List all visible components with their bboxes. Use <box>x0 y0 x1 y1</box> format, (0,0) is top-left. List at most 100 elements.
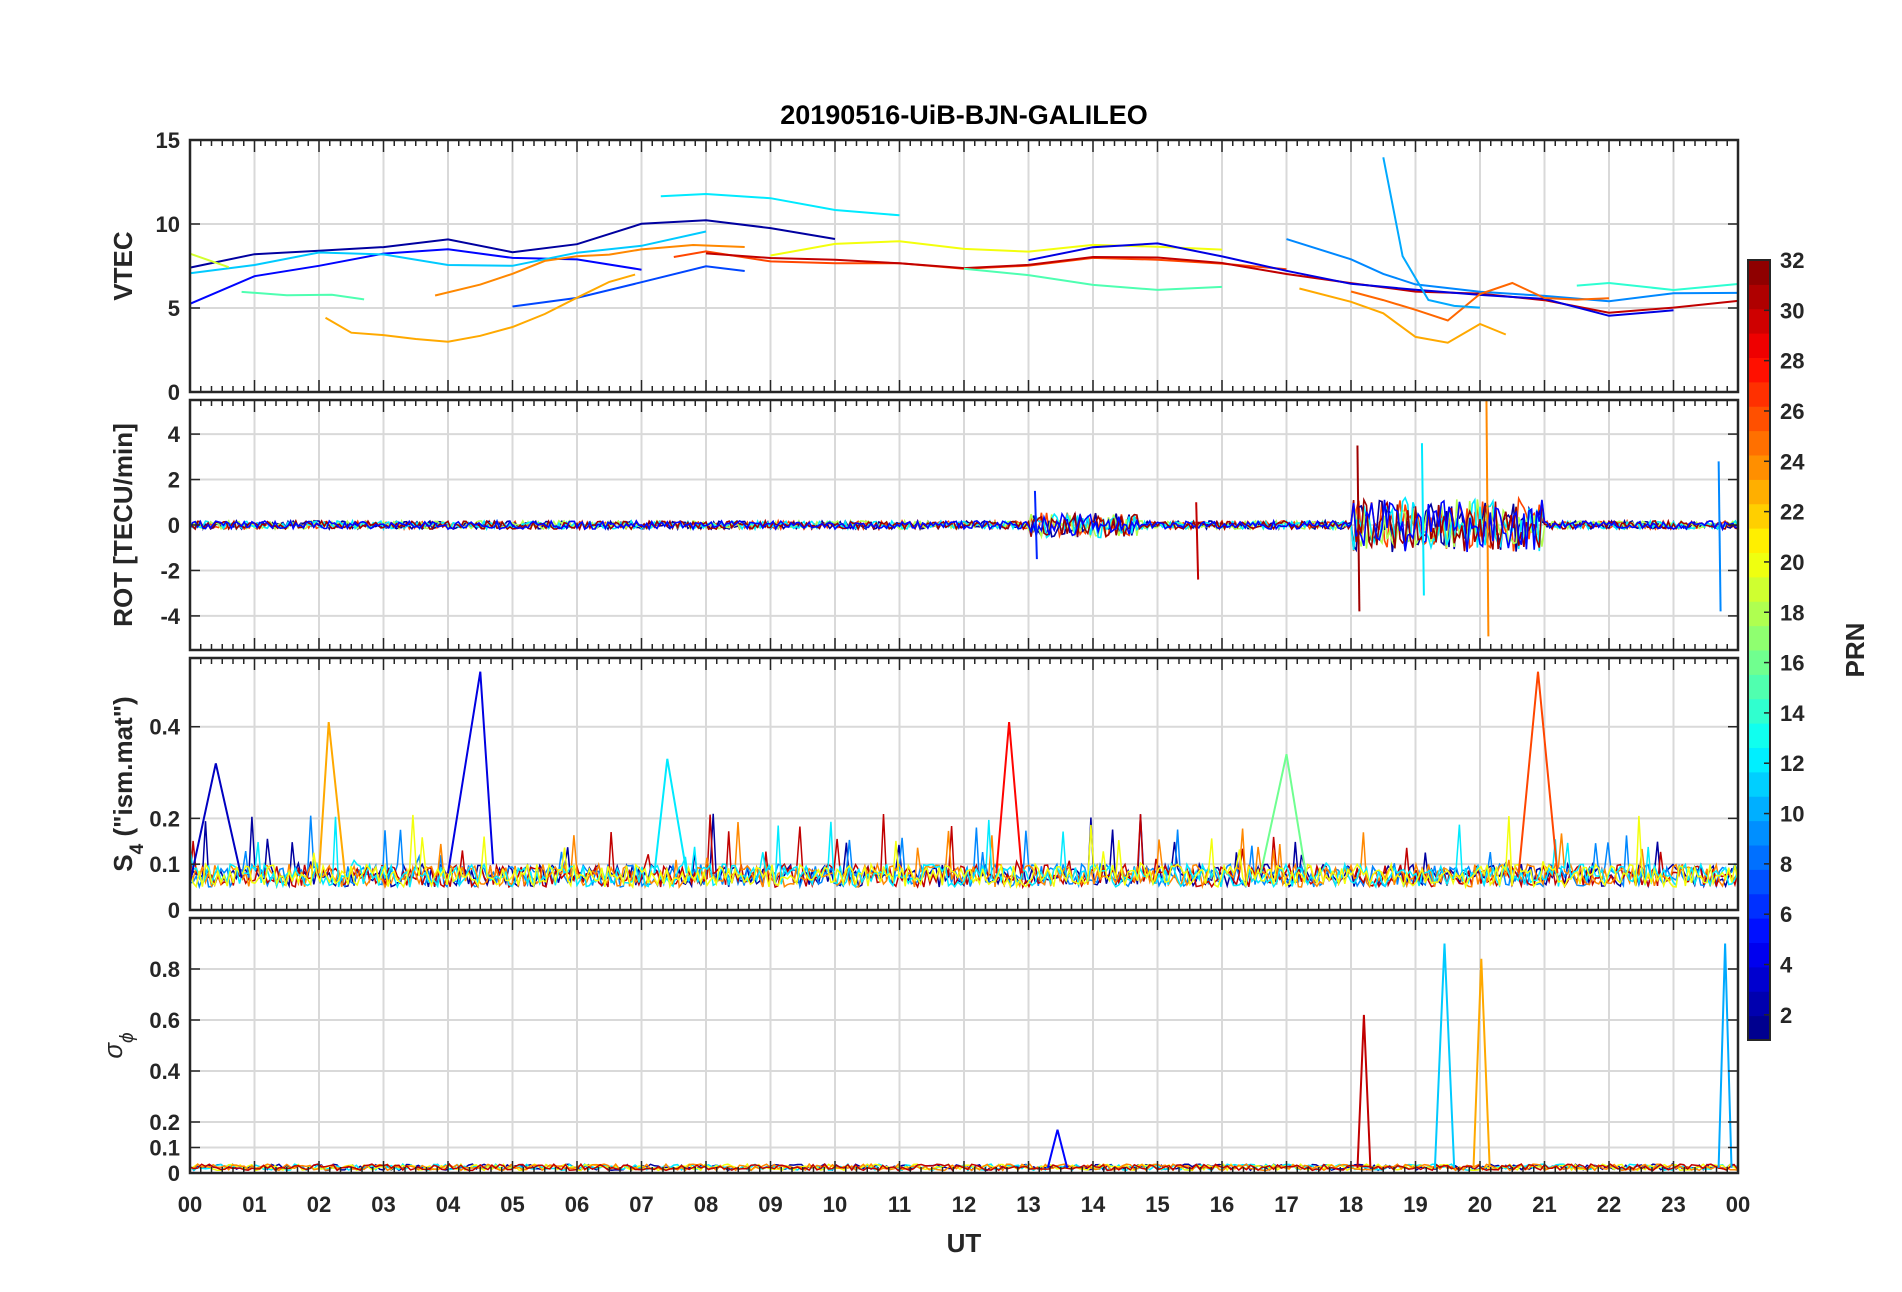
s4-trace <box>189 814 1739 890</box>
panel-sigphi: 00.10.2 0.4 0.6 0.8 σϕ <box>98 916 1740 1186</box>
colorbar-segment <box>1748 552 1770 578</box>
colorbar-segment <box>1748 308 1770 334</box>
xtick-label: 04 <box>436 1192 461 1217</box>
vtec-series-prn-11 <box>189 230 707 275</box>
rot-trace <box>189 499 1739 553</box>
colorbar-segment <box>1748 820 1770 846</box>
rot-ytick-label: -2 <box>160 558 180 583</box>
xtick-label: 05 <box>500 1192 524 1217</box>
s4-x-ticks <box>189 658 1739 910</box>
xtick-label: 16 <box>1210 1192 1234 1217</box>
colorbar-segment <box>1748 430 1770 456</box>
rot-ylabel: ROT [TECU/min] <box>108 423 138 627</box>
colorbar-tick-label: 22 <box>1780 500 1804 525</box>
xtick-label: 12 <box>952 1192 976 1217</box>
vtec-ytick-label: 5 <box>168 296 180 321</box>
vtec-series-prn-15 <box>963 267 1223 291</box>
vtec-series-prn-23 <box>1299 287 1507 344</box>
colorbar-segment <box>1748 869 1770 895</box>
colorbar-segment <box>1748 625 1770 651</box>
xtick-label: 15 <box>1145 1192 1169 1217</box>
panel-s4: 0 0.1 0.2 0.4S4 ("ism.mat") <box>108 656 1740 923</box>
x-tick-labels: 00 01 02 03 04 05 06 07 08 09 10 11 12 13 14 15 16 17 18 19… <box>178 1192 1750 1217</box>
colorbar-tick-label: 2 <box>1780 1003 1792 1028</box>
s4-ytick-label: 0.4 <box>149 715 180 740</box>
xtick-label: 18 <box>1339 1192 1363 1217</box>
s4-series-prn-26 <box>1517 671 1559 874</box>
vtec-series-prn-4 <box>1028 242 1674 317</box>
colorbar-frame <box>1747 259 1771 1041</box>
xtick-label: 09 <box>758 1192 782 1217</box>
s4-ylabel: S4 ("ism.mat") <box>108 696 148 871</box>
rot-ytick-label: 0 <box>168 513 180 538</box>
colorbar-segment <box>1748 747 1770 773</box>
sigphi-ytick-label: 0.8 <box>149 957 180 982</box>
sigphi-ytick-label: 0.2 <box>149 1110 180 1135</box>
colorbar-segment <box>1748 260 1770 285</box>
figure-title: 20190516-UiB-BJN-GALILEO <box>780 100 1148 130</box>
colorbar-tick-label: 30 <box>1780 298 1804 323</box>
colorbar-segment <box>1748 966 1770 992</box>
xtick-label: 00 <box>178 1192 202 1217</box>
sigphi-ytick-label: 0.4 <box>149 1059 180 1084</box>
colorbar-tick-label: 28 <box>1780 349 1804 374</box>
vtec-x-ticks <box>189 140 1739 392</box>
sigphi-ytick-label: 0 <box>168 1161 180 1186</box>
colorbar-segment <box>1748 503 1770 529</box>
rot-trace <box>189 496 1739 552</box>
colorbar-segment <box>1748 942 1770 968</box>
s4-ytick-label: 0.2 <box>149 806 180 831</box>
vtec-series-prn-2 <box>189 219 836 269</box>
colorbar-segment <box>1748 991 1770 1017</box>
xtick-label: 10 <box>823 1192 847 1217</box>
vtec-series-prn-23 <box>324 273 636 343</box>
s4-series-prn-28 <box>995 722 1023 874</box>
colorbar-label: PRN <box>1840 623 1870 678</box>
sigphi-ytick-label: 0.1 <box>149 1136 180 1161</box>
colorbar-tick-label: 24 <box>1780 449 1805 474</box>
sigphi-y-ticks: 00.10.2 0.4 0.6 0.8 <box>149 957 1738 1186</box>
xtick-label: 23 <box>1661 1192 1685 1217</box>
vtec-ytick-label: 15 <box>156 128 180 153</box>
colorbar-segment <box>1748 650 1770 675</box>
s4-series-prn-4 <box>447 671 495 874</box>
colorbar-tick-label: 10 <box>1780 802 1804 827</box>
vtec-series-prn-24 <box>434 243 745 297</box>
vtec-series-prn-10 <box>1382 157 1481 309</box>
rot-spike <box>1033 490 1038 560</box>
vtec-series-prn-12 <box>660 192 900 217</box>
colorbar-tick-label: 20 <box>1780 550 1804 575</box>
vtec-series-prn-25 <box>1350 281 1610 322</box>
rot-traces <box>189 399 1739 637</box>
vtec-ytick-label: 10 <box>156 212 180 237</box>
vtec-series-prn-14 <box>1576 281 1739 292</box>
colorbar-tick-label: 16 <box>1780 651 1804 676</box>
colorbar-segment <box>1748 333 1770 358</box>
colorbar-segment <box>1748 771 1770 797</box>
xtick-label: 01 <box>242 1192 266 1217</box>
sigphi-grid <box>190 918 1738 1174</box>
sigphi-series-prn-23 <box>1472 958 1491 1168</box>
rot-spike <box>1485 399 1490 637</box>
colorbar-segment <box>1748 723 1770 748</box>
xtick-label: 11 <box>888 1192 911 1217</box>
rot-ytick-label: 2 <box>168 468 180 493</box>
s4-grid <box>190 658 1738 911</box>
xtick-label: 22 <box>1597 1192 1621 1217</box>
xtick-label: 14 <box>1081 1192 1106 1217</box>
rot-spike <box>1420 443 1425 596</box>
colorbar-segment <box>1748 455 1770 480</box>
sigphi-ylabel: σϕ <box>98 1032 138 1058</box>
vtec-traces <box>189 157 1739 344</box>
rot-spike <box>1195 502 1200 580</box>
xtick-label: 02 <box>307 1192 331 1217</box>
sigphi-x-ticks <box>189 918 1739 1173</box>
colorbar-segment <box>1748 601 1770 627</box>
s4-traces <box>189 671 1739 890</box>
s4-y-ticks: 0 0.1 0.2 0.4 <box>149 715 1738 923</box>
xtick-label: 00 <box>1726 1192 1750 1217</box>
vtec-grid <box>190 139 1738 393</box>
